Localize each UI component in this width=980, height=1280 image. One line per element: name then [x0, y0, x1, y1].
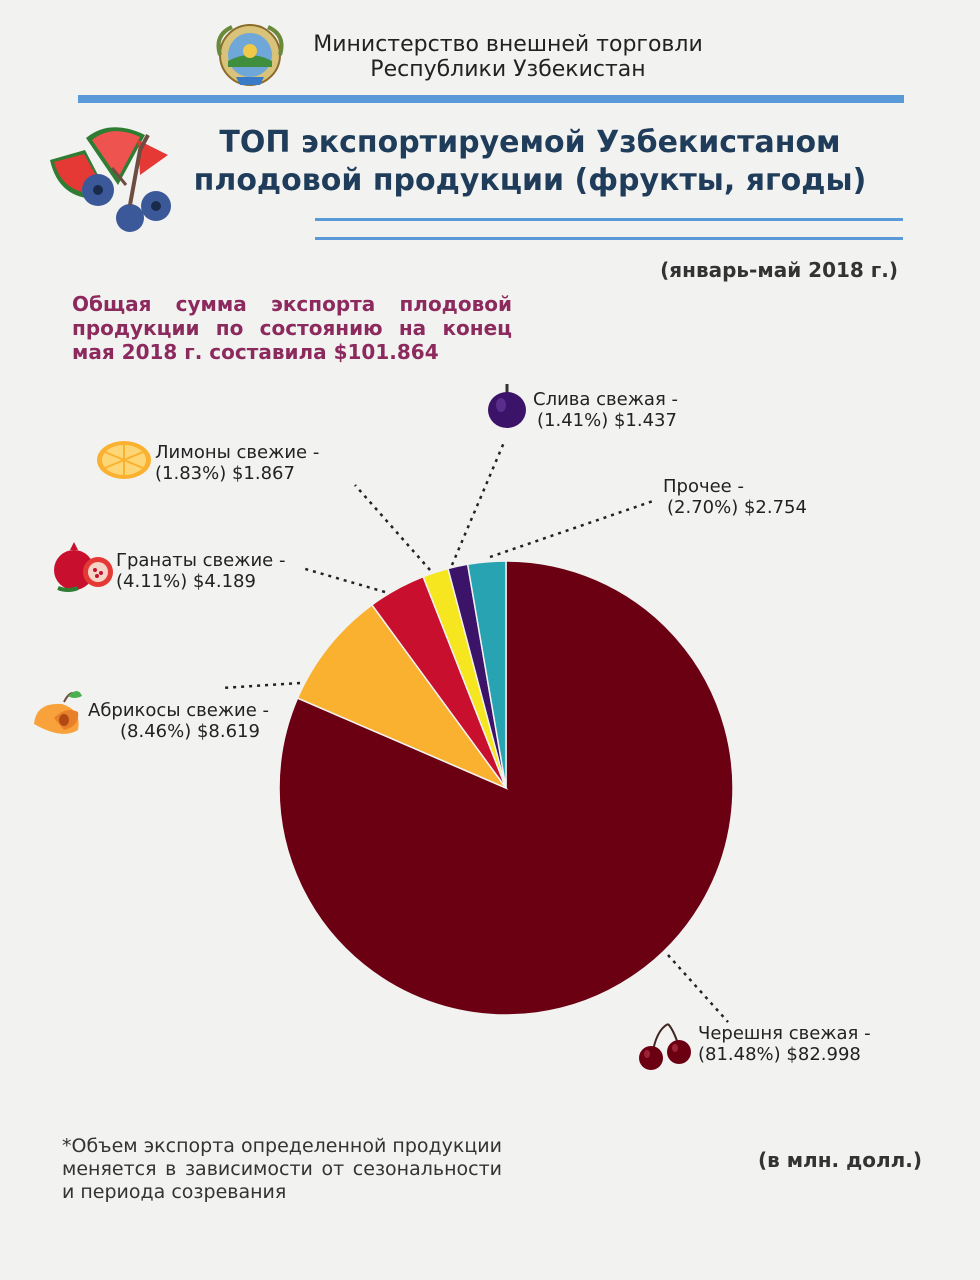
- pie-slice-other: [466, 560, 507, 789]
- leader-line-pomegranate: [301, 566, 386, 594]
- footnote: *Объем экспорта определенной продукции м…: [62, 1135, 502, 1203]
- top-divider: [78, 95, 904, 103]
- lemon-icon: [97, 441, 151, 479]
- pie-slice-apricot: [296, 603, 509, 790]
- label-lemon-percent: (1.83%): [155, 463, 227, 484]
- pomegranate-icon: [54, 542, 113, 592]
- label-apricot-value: $8.619: [196, 721, 260, 742]
- label-other-name: Прочее -: [663, 476, 744, 497]
- label-other-value: $2.754: [743, 497, 807, 518]
- cherry-icon: [639, 1023, 691, 1070]
- period-label: (январь-май 2018 г.): [660, 258, 898, 282]
- label-apricot-name: Абрикосы свежие -: [88, 700, 270, 721]
- label-plum-value: $1.437: [613, 410, 677, 431]
- leader-line-cherry: [667, 954, 729, 1023]
- ministry-line1: Министерство внешней торговли: [313, 32, 703, 57]
- label-pomegranate: Гранаты свежие - (4.11%) $4.189: [116, 550, 285, 592]
- title-line1: ТОП экспортируемой Узбекистаном: [219, 125, 841, 160]
- label-cherry-value: $82.998: [786, 1044, 861, 1065]
- label-cherry: Черешня свежая - (81.48%) $82.998: [698, 1023, 871, 1065]
- leader-line-other: [489, 498, 657, 559]
- label-cherry-percent: (81.48%): [698, 1044, 781, 1065]
- title-rule-upper: [315, 218, 903, 221]
- label-apricot-percent: (8.46%): [120, 721, 192, 742]
- label-cherry-name: Черешня свежая -: [698, 1023, 871, 1044]
- leader-line-lemon: [354, 484, 431, 571]
- units-label: (в млн. долл.): [757, 1148, 922, 1172]
- pie-chart: [278, 560, 734, 1016]
- label-lemon: Лимоны свежие - (1.83%) $1.867: [155, 442, 319, 484]
- label-other-percent: (2.70%): [667, 497, 739, 518]
- label-pomegranate-name: Гранаты свежие -: [116, 550, 286, 571]
- label-lemon-name: Лимоны свежие -: [155, 442, 320, 463]
- label-apricot: Абрикосы свежие - (8.46%) $8.619: [88, 700, 269, 742]
- ministry-name: Министерство внешней торговли Республики…: [288, 32, 728, 82]
- watermelon-blueberry-icon: [50, 127, 171, 232]
- label-pomegranate-percent: (4.11%): [116, 571, 188, 592]
- page-title: ТОП экспортируемой Узбекистаном плодовой…: [170, 124, 890, 200]
- leader-line-apricot: [221, 681, 301, 690]
- title-line2: плодовой продукции (фрукты, ягоды): [193, 163, 867, 198]
- leader-lines: [221, 439, 729, 1023]
- plum-icon: [488, 384, 526, 428]
- apricot-icon: [34, 691, 82, 734]
- label-other: Прочее - (2.70%) $2.754: [663, 476, 807, 518]
- label-lemon-value: $1.867: [231, 463, 295, 484]
- label-plum-name: Слива свежая -: [533, 389, 679, 410]
- label-plum-percent: (1.41%): [537, 410, 609, 431]
- label-pomegranate-value: $4.189: [192, 571, 256, 592]
- label-plum: Слива свежая - (1.41%) $1.437: [533, 389, 678, 431]
- ministry-line2: Республики Узбекистан: [370, 57, 646, 82]
- emblem-icon: [216, 24, 284, 86]
- leader-line-plum: [450, 439, 507, 566]
- total-export-text: Общая сумма экспорта плодовой продукции …: [72, 292, 512, 364]
- title-rule-lower: [315, 237, 903, 240]
